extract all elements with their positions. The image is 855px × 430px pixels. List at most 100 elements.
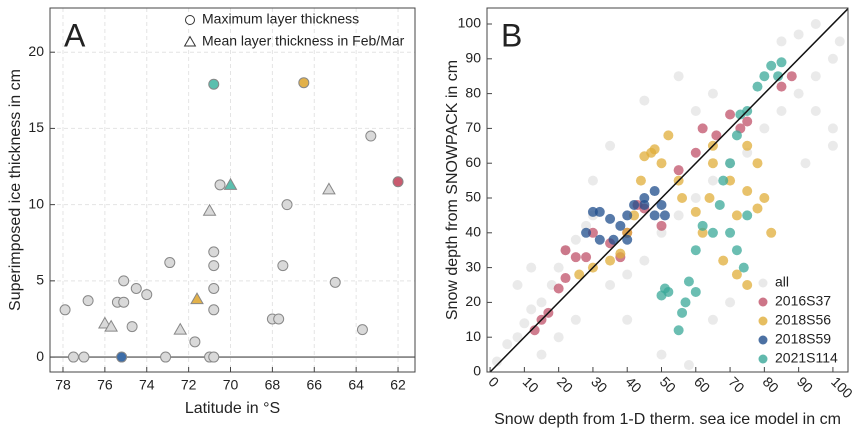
point — [141, 289, 153, 301]
point — [759, 193, 770, 204]
point — [738, 262, 749, 273]
y-tick-label: 15 — [28, 119, 44, 135]
point — [639, 193, 650, 204]
point — [526, 304, 537, 315]
y-tick-label: 40 — [465, 224, 481, 240]
legend-label: 2018S59 — [775, 331, 831, 347]
point — [392, 176, 404, 188]
point — [742, 140, 753, 151]
y-axis-title: Superimposed ice thickness in cm — [7, 69, 24, 311]
x-tick-label: 68 — [265, 377, 281, 393]
point — [594, 234, 605, 245]
point — [526, 262, 537, 273]
point — [697, 123, 708, 134]
point — [690, 193, 701, 204]
point — [160, 351, 172, 363]
point — [704, 193, 715, 204]
point — [635, 175, 646, 186]
point — [707, 158, 718, 169]
point — [570, 314, 581, 325]
x-tick-label: 78 — [55, 377, 71, 393]
point — [67, 351, 79, 363]
point — [581, 220, 592, 231]
legend-label: 2021S114 — [775, 350, 838, 366]
x-tick-label: 70 — [223, 377, 239, 393]
point — [742, 147, 753, 158]
legend-label: Maximum layer thickness — [202, 11, 359, 27]
point — [673, 210, 684, 221]
point — [298, 77, 310, 89]
x-tick-label: 76 — [97, 377, 113, 393]
point — [673, 325, 684, 336]
point — [735, 109, 746, 120]
point — [677, 307, 688, 318]
y-tick-label: 80 — [465, 84, 481, 100]
point — [164, 257, 176, 269]
point — [189, 336, 201, 348]
point — [118, 275, 130, 287]
legend-label: all — [775, 274, 789, 290]
point — [827, 140, 838, 151]
x-tick-label: 20 — [554, 373, 576, 395]
point — [587, 227, 598, 238]
point — [711, 130, 722, 141]
point — [594, 206, 605, 217]
x-tick-label: 100 — [828, 373, 855, 401]
point — [731, 245, 742, 256]
y-tick-label: 90 — [465, 50, 481, 66]
point — [59, 304, 71, 316]
legend-marker — [758, 278, 768, 288]
legend-marker — [185, 15, 195, 25]
y-axis-title: Snow depth from SNOWPACK in cm — [444, 60, 461, 320]
point — [731, 269, 742, 280]
x-tick-label: 64 — [348, 377, 364, 393]
x-tick-label: 60 — [691, 373, 713, 395]
x-axis-title: Snow depth from 1-D therm. sea ice model… — [494, 411, 841, 428]
legend-marker — [758, 316, 768, 326]
point — [673, 165, 684, 176]
point — [605, 140, 616, 151]
point — [649, 210, 660, 221]
point — [491, 356, 502, 367]
point — [553, 262, 564, 273]
point — [208, 282, 220, 294]
point — [281, 199, 293, 211]
x-tick-label: 40 — [622, 373, 644, 395]
legend-label: 2018S56 — [775, 312, 831, 328]
point — [608, 234, 619, 245]
panel-label: B — [501, 17, 522, 53]
point — [725, 297, 736, 308]
point — [725, 227, 736, 238]
point — [793, 88, 804, 99]
point — [104, 319, 119, 332]
plot-frame — [486, 7, 849, 373]
point — [78, 351, 90, 363]
point — [742, 280, 753, 291]
point — [622, 210, 633, 221]
point — [697, 227, 708, 238]
point — [570, 234, 581, 245]
x-tick-label: 10 — [520, 373, 542, 395]
point — [683, 276, 694, 287]
point — [208, 304, 220, 316]
x-axis-title: Latitude in °S — [185, 400, 280, 417]
point — [742, 186, 753, 197]
point — [759, 71, 770, 82]
point — [707, 314, 718, 325]
point — [202, 203, 217, 216]
legend-marker — [758, 335, 768, 345]
point — [690, 286, 701, 297]
point — [223, 177, 238, 190]
point — [731, 130, 742, 141]
point — [649, 144, 660, 155]
legend-label: 2016S37 — [775, 293, 831, 309]
point — [773, 71, 784, 82]
point — [553, 283, 564, 294]
y-tick-label: 0 — [473, 363, 481, 379]
point — [574, 269, 585, 280]
y-tick-label: 60 — [465, 154, 481, 170]
point — [560, 273, 571, 284]
point — [725, 175, 736, 186]
point — [714, 199, 725, 210]
y-tick-label: 5 — [36, 272, 44, 288]
